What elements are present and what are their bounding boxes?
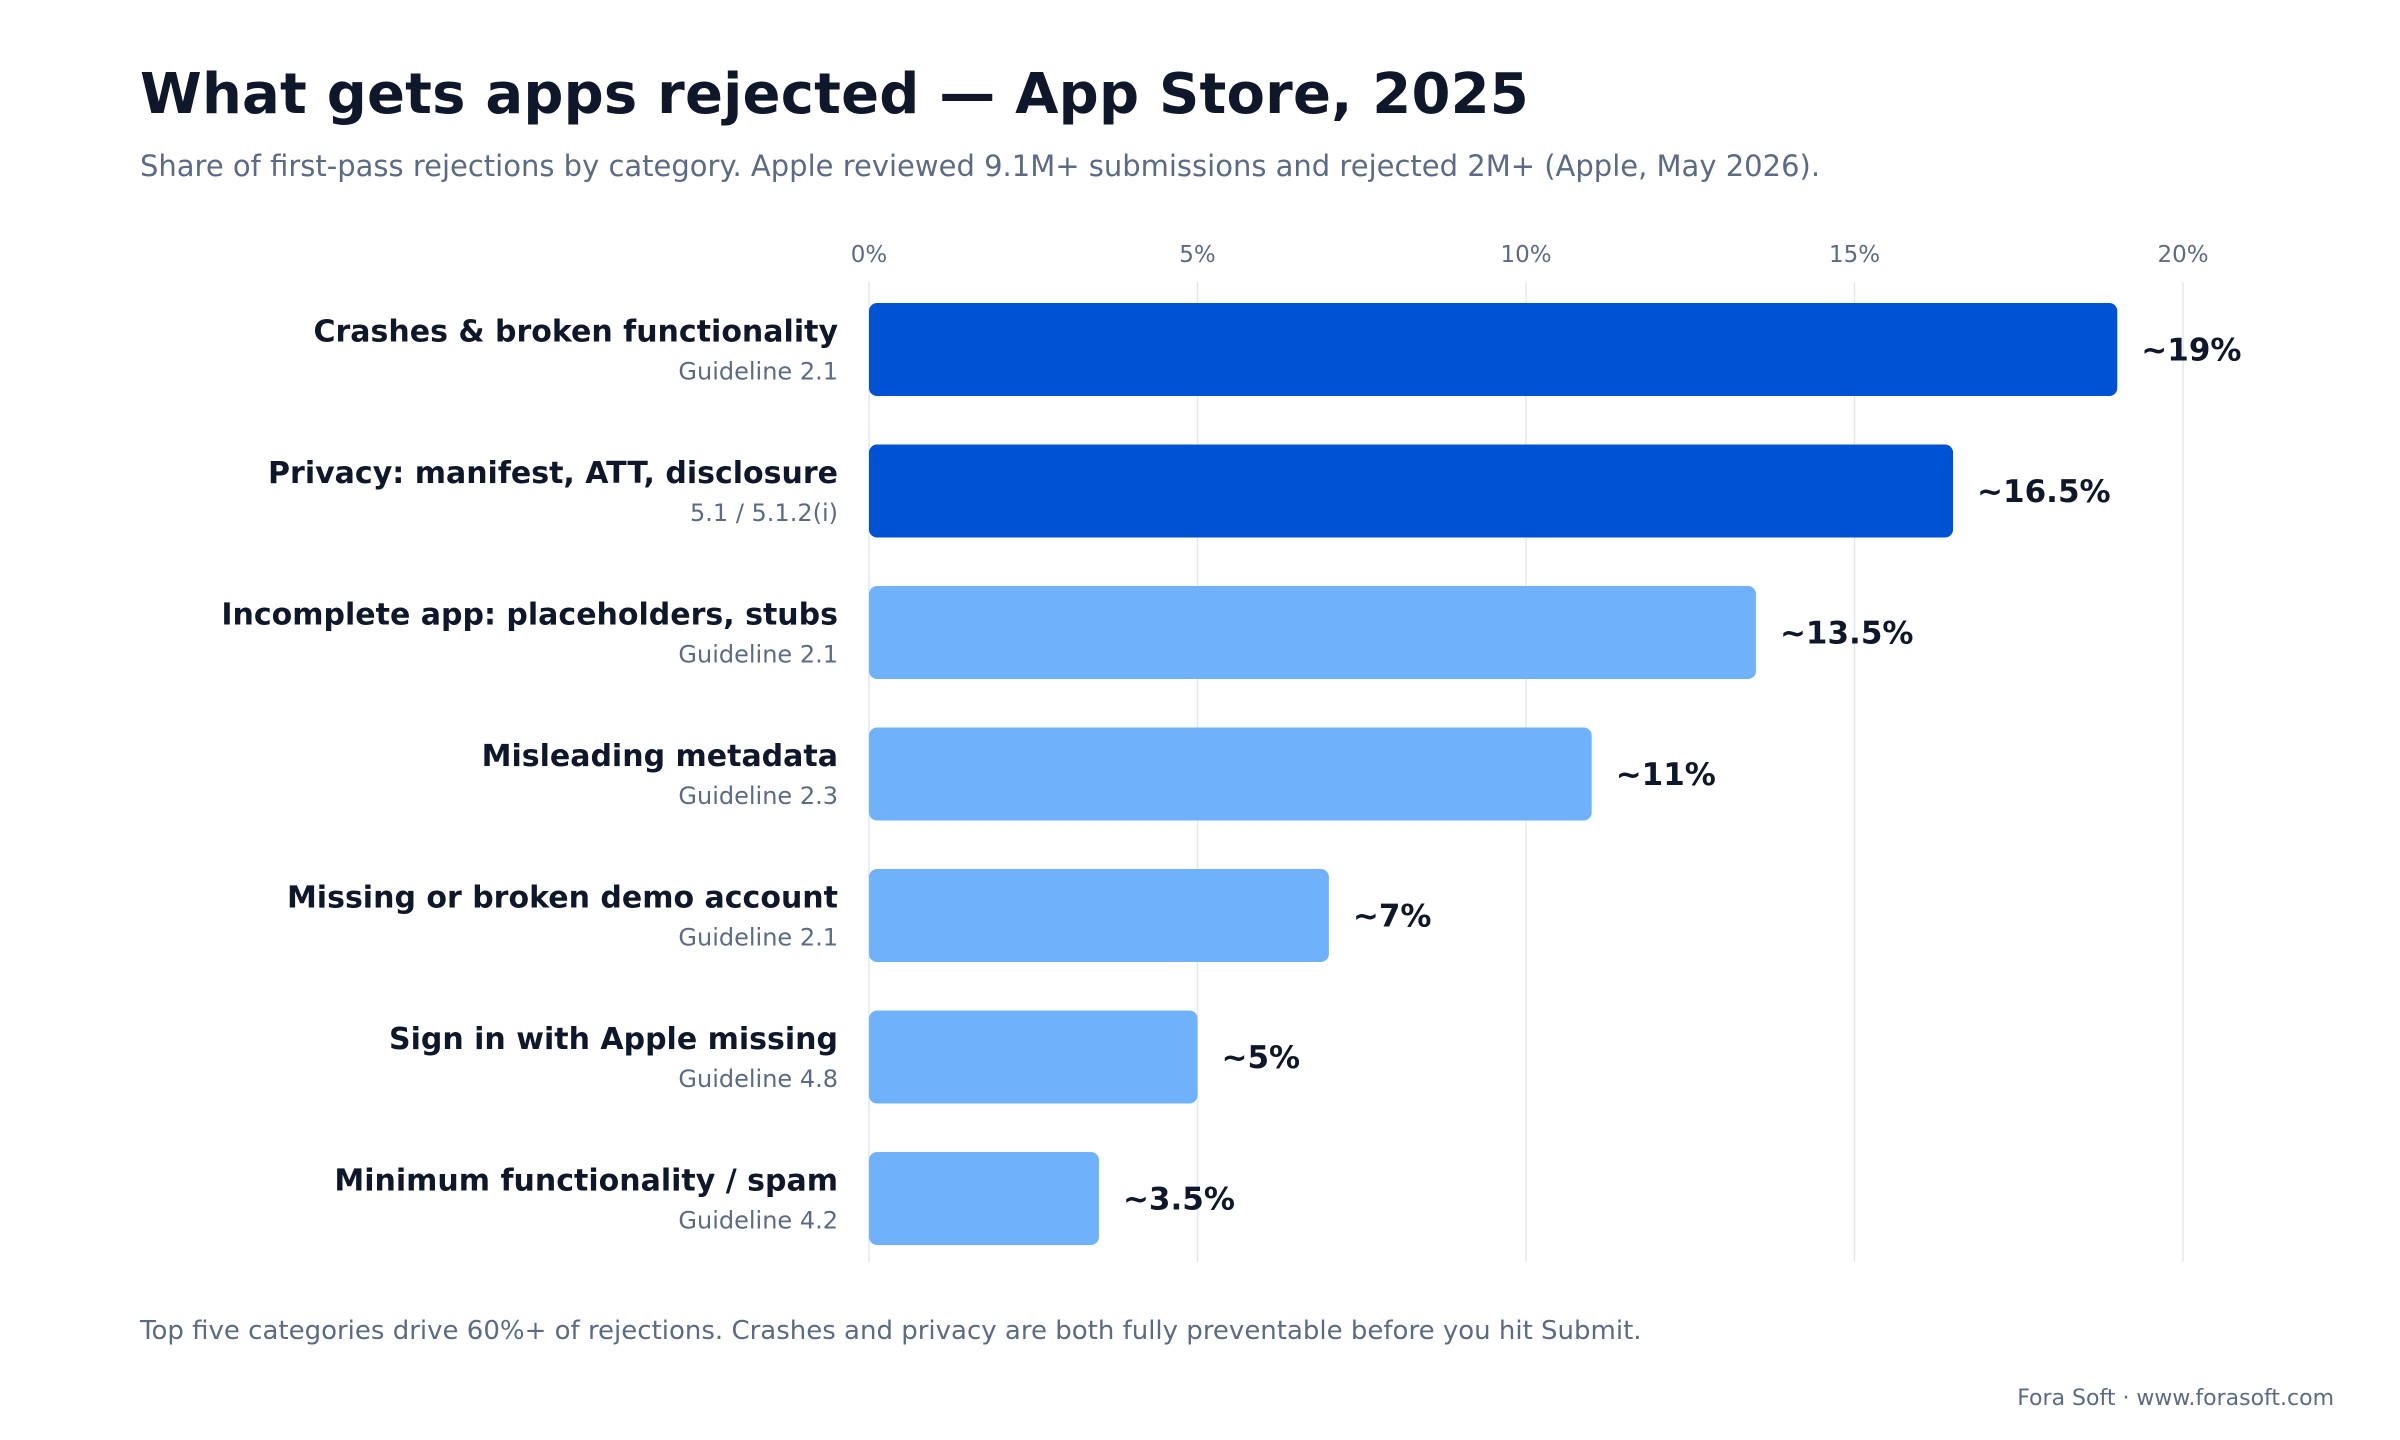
category-label: Privacy: manifest, ATT, disclosure [268, 456, 838, 491]
value-label: ~13.5% [1780, 616, 1914, 652]
bar-2 [869, 444, 1954, 538]
value-label: ~11% [1616, 757, 1716, 793]
category-sublabel: 5.1 / 5.1.2(i) [690, 499, 838, 527]
category-label: Crashes & broken functionality [313, 315, 838, 350]
value-label: ~19% [2141, 333, 2241, 369]
category-label: Missing or broken demo account [287, 881, 838, 916]
bar-5 [869, 869, 1329, 962]
category-label: Misleading metadata [482, 739, 838, 774]
category-sublabel: Guideline 2.1 [678, 358, 838, 386]
category-labels-layer: Crashes & broken functionality Guideline … [221, 315, 838, 1235]
bar-6 [869, 1010, 1198, 1104]
x-tick-label: 5% [1179, 242, 1216, 268]
value-label: ~3.5% [1123, 1182, 1235, 1218]
x-tick-label: 10% [1500, 242, 1551, 268]
category-sublabel: Guideline 2.3 [678, 782, 838, 810]
value-labels-layer: ~19% ~16.5% ~13.5% ~11% ~7% ~5% ~3.5% [1123, 333, 2242, 1218]
category-label: Minimum functionality / spam [334, 1164, 838, 1199]
category-sublabel: Guideline 4.8 [678, 1065, 838, 1093]
category-label: Incomplete app: placeholders, stubs [221, 598, 838, 633]
bar-4 [869, 727, 1592, 821]
value-label: ~5% [1222, 1040, 1301, 1076]
chart-subtitle: Share of first-pass rejections by catego… [140, 149, 1821, 183]
x-tick-label: 0% [851, 242, 888, 268]
chart-title: What gets apps rejected — App Store, 202… [140, 62, 1529, 127]
bar-7 [869, 1152, 1099, 1245]
value-label: ~7% [1353, 899, 1432, 935]
bar-3 [869, 586, 1756, 679]
footnote: Top five categories drive 60%+ of reject… [140, 1316, 1642, 1346]
x-tick-label: 20% [2157, 242, 2208, 268]
category-sublabel: Guideline 4.2 [678, 1207, 838, 1235]
category-sublabel: Guideline 2.1 [678, 924, 838, 952]
x-axis-ticks: 0% 5% 10% 15% 20% [851, 242, 2209, 268]
credit-line: Fora Soft · www.forasoft.com [2017, 1386, 2334, 1411]
category-label: Sign in with Apple missing [389, 1022, 838, 1057]
value-label: ~16.5% [1977, 474, 2111, 510]
x-tick-label: 15% [1829, 242, 1880, 268]
bars-layer [869, 303, 2118, 1245]
category-sublabel: Guideline 2.1 [678, 641, 838, 669]
bar-1 [869, 303, 2118, 396]
